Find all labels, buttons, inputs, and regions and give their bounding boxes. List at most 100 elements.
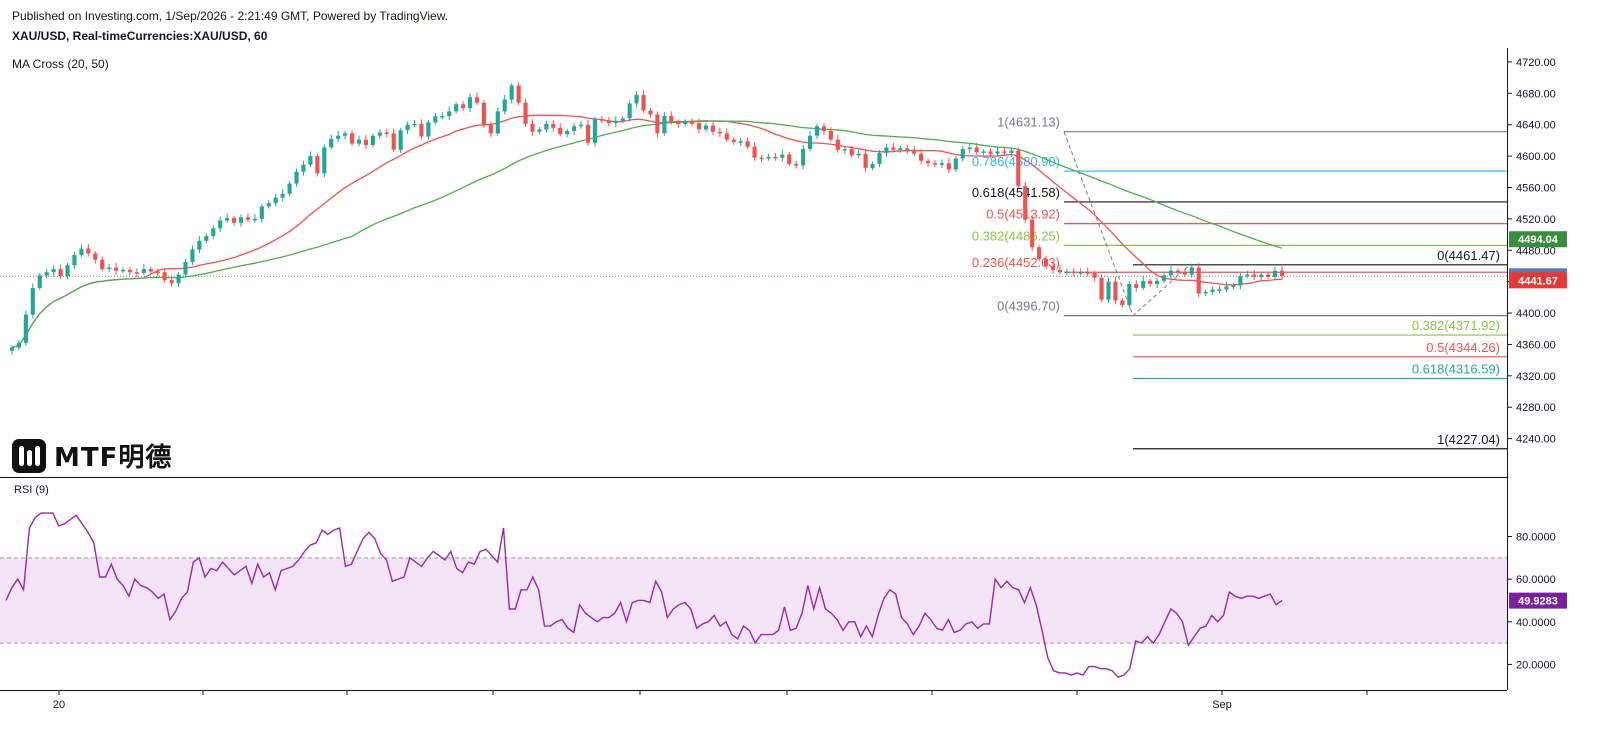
fib-extension-label: 1(4227.04) [1437,432,1500,447]
candle-body [752,146,757,158]
candle-body [231,218,237,223]
candle-body [551,123,556,128]
candle-body [114,267,119,271]
candle-body [891,147,896,150]
candle-body [502,99,507,112]
fib-retracement-label: 0.786(4580.90) [972,154,1060,169]
candle-body [814,126,820,136]
candle-body [1023,185,1028,220]
candle-body [724,133,729,140]
candle-body [821,126,827,131]
candle-body [405,124,410,131]
candle-body [606,120,611,124]
candle-body [1127,284,1132,306]
candle-body [1224,286,1229,290]
candle-body [655,114,660,134]
candle-body [1148,280,1153,285]
price-tick-label: 4400.00 [1516,308,1556,320]
candle-body [225,218,230,221]
candle-body [1078,272,1083,274]
candle-body [440,116,445,118]
candle-body [738,141,743,143]
candle-body [662,116,667,134]
candle-body [863,153,868,168]
candle-body [634,94,639,104]
candle-body [190,249,195,263]
candle-body [9,347,15,351]
price-label-text: 4441.67 [1518,275,1558,287]
candle-body [1113,281,1118,301]
logo-mark-icon [12,438,46,473]
rsi-line [5,512,1283,679]
candle-body [544,123,549,130]
candle-body [1134,284,1139,288]
candle-body [842,149,847,151]
candle-body [967,147,972,150]
candle-body [329,138,334,148]
candle-body [370,135,375,146]
candle-body [16,342,22,348]
candle-body [1064,271,1069,273]
candle-body [488,124,493,134]
candle-body [398,130,403,150]
candle-body [259,206,264,219]
candle-body [884,147,889,153]
indicator-label: MA Cross (20, 50) [12,57,109,71]
candle-body [696,123,702,130]
candle-body [1155,280,1160,285]
candle-body [315,156,320,174]
price-tick-label: 4560.00 [1516,182,1556,194]
candle-body [1196,267,1201,294]
candle-body [1037,247,1042,259]
candle-body [1203,291,1208,294]
candle-body [134,272,139,274]
candle-body [537,129,542,132]
candle-body [308,156,313,165]
candle-body [1092,273,1097,278]
candle-body [273,197,278,204]
candle-body [717,131,722,134]
candle-body [1217,289,1222,292]
candle-body [252,218,257,221]
candle-body [1071,271,1076,274]
candle-body [1252,274,1257,277]
candle-body [412,123,417,126]
time-tick-label: 20 [53,699,65,711]
rsi-tick-label: 60.0000 [1516,574,1556,586]
candle-body [995,151,1000,154]
time-tick-label: Sep [1212,699,1232,711]
price-tick-label: 4600.00 [1516,151,1556,163]
rsi-band [0,557,1507,644]
candle-body [592,119,598,143]
candle-body [731,139,736,142]
candle-body [648,110,653,115]
candle-body [565,130,570,135]
rsi-title: RSI (9) [14,484,49,496]
logo-text: MTF明德 [54,443,173,473]
candle-body [808,135,813,150]
candle-body [1182,272,1187,275]
candle-body [509,85,514,100]
candle-body [37,275,42,288]
candle-body [641,94,646,111]
candle-body [690,122,695,124]
candle-body [835,139,840,150]
candle-body [349,133,355,144]
candle-body [197,240,202,250]
candle-body [1238,276,1243,286]
candle-body [856,153,861,156]
candle-body [912,149,917,154]
candle-body [495,111,500,134]
price-label-box [1509,272,1567,289]
candle-body [23,314,28,343]
candle-body [384,132,389,135]
candle-body [322,147,327,174]
candle-body [585,124,591,143]
candle-body [578,124,584,127]
candle-body [627,103,632,119]
candle-body [877,152,882,164]
candle-body [1030,219,1035,248]
candle-body [1210,289,1215,292]
ma-20-line [11,114,1283,349]
candle-body [481,102,486,125]
